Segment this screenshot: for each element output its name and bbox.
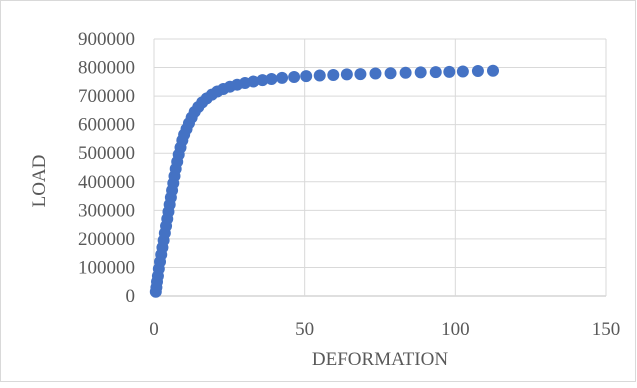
y-axis-title: LOAD <box>29 155 50 208</box>
y-tick-label: 100000 <box>78 257 135 278</box>
x-tick-label: 50 <box>295 319 314 340</box>
y-tick-labels: 0 100000 200000 300000 400000 500000 600000 700… <box>78 29 135 307</box>
data-point <box>300 70 313 83</box>
data-point <box>247 75 260 88</box>
x-tick-label: 150 <box>592 319 621 340</box>
data-point <box>340 68 353 81</box>
data-point <box>288 70 301 83</box>
data-point <box>313 69 326 82</box>
data-point <box>384 67 397 80</box>
data-point <box>443 65 456 78</box>
data-point <box>429 66 442 79</box>
data-point <box>471 64 484 77</box>
x-axis-title: DEFORMATION <box>312 349 448 370</box>
data-point <box>414 66 427 79</box>
data-point <box>327 68 340 81</box>
gridlines <box>153 38 607 297</box>
data-point <box>399 66 412 79</box>
data-points <box>149 64 499 298</box>
data-point <box>276 71 289 84</box>
y-tick-label: 400000 <box>78 172 135 193</box>
data-point <box>354 68 367 81</box>
x-tick-labels: 0 50 100 150 <box>149 319 620 340</box>
x-tick-label: 100 <box>441 319 470 340</box>
y-tick-label: 0 <box>126 286 136 307</box>
y-tick-label: 200000 <box>78 229 135 250</box>
x-tick-label: 0 <box>149 319 159 340</box>
data-point <box>256 74 269 87</box>
y-tick-label: 300000 <box>78 200 135 221</box>
y-tick-label: 600000 <box>78 115 135 136</box>
data-point <box>487 64 499 77</box>
y-tick-label: 900000 <box>78 29 135 50</box>
data-point <box>369 67 382 80</box>
data-point <box>456 65 469 78</box>
y-tick-label: 700000 <box>78 86 135 107</box>
y-tick-label: 800000 <box>78 58 135 79</box>
data-point <box>265 72 278 85</box>
y-tick-label: 500000 <box>78 143 135 164</box>
